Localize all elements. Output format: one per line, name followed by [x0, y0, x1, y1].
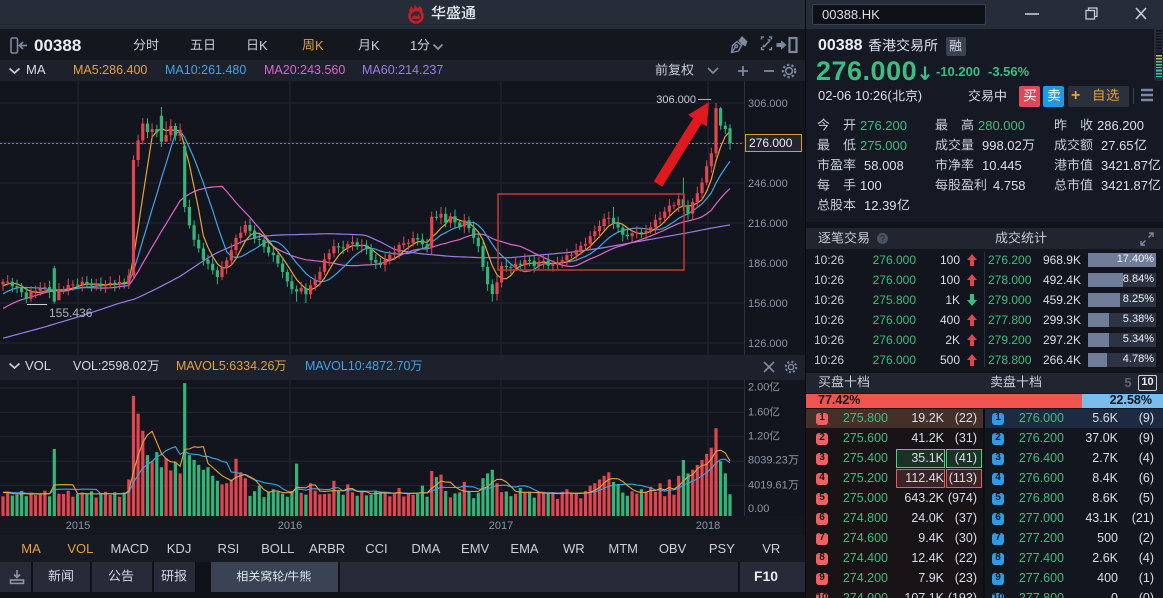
svg-text:155.436: 155.436 — [49, 306, 93, 320]
svg-text:156.000: 156.000 — [748, 298, 788, 310]
svg-text:?: ? — [880, 234, 885, 244]
svg-text:246.000: 246.000 — [748, 178, 788, 190]
svg-text:126.000: 126.000 — [748, 338, 788, 350]
svg-text:216.000: 216.000 — [748, 218, 788, 230]
svg-text:306.000: 306.000 — [748, 98, 788, 110]
svg-text:186.000: 186.000 — [748, 258, 788, 270]
svg-text:306.000: 306.000 — [656, 94, 696, 106]
svg-text:276.000: 276.000 — [749, 136, 793, 150]
